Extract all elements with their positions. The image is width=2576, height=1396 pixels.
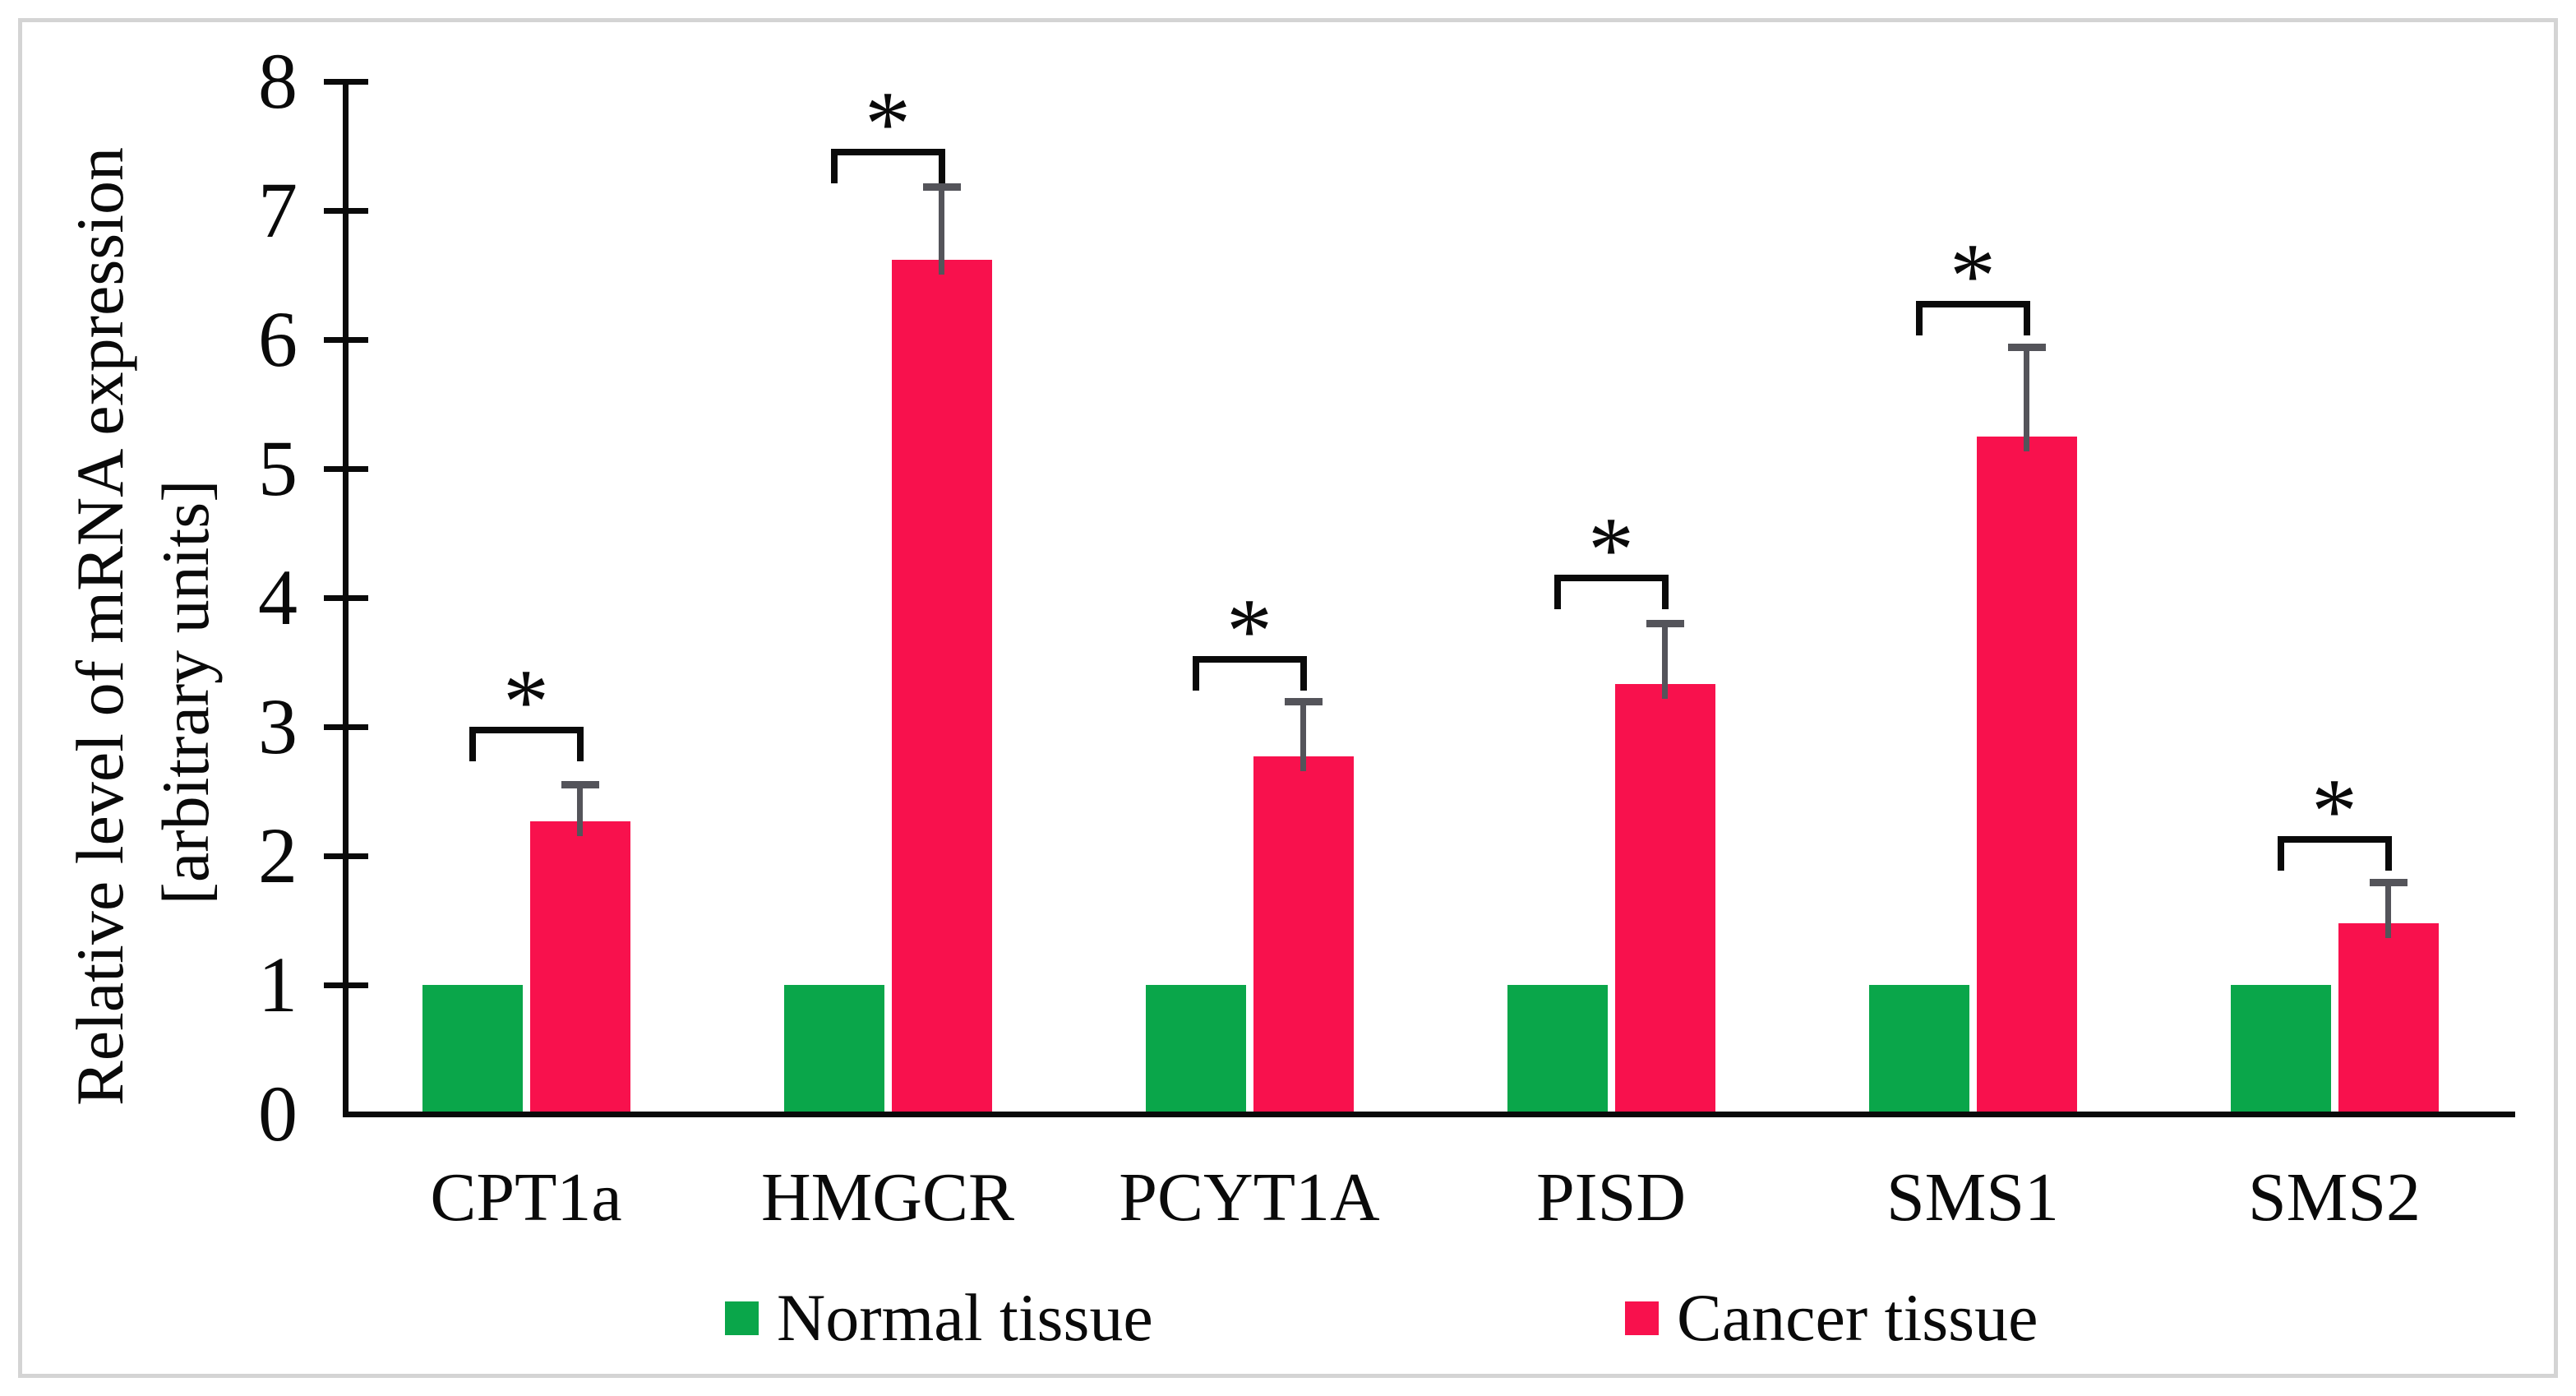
significance-asterisk-CPT1a: * xyxy=(503,651,549,753)
legend-item-normal: Normal tissue xyxy=(725,1283,1153,1353)
y-tick xyxy=(324,595,368,601)
y-tick xyxy=(324,853,368,859)
bar-normal-HMGCR xyxy=(783,985,884,1114)
y-tick xyxy=(324,466,368,472)
y-tick xyxy=(324,208,368,214)
y-tick-label: 5 xyxy=(258,424,298,512)
error-bar-cap-HMGCR xyxy=(922,183,961,192)
x-axis-line xyxy=(343,1112,2515,1117)
legend-label-cancer: Cancer tissue xyxy=(1677,1280,2038,1355)
error-bar-whisker-SMS1 xyxy=(2024,346,2029,451)
y-tick-label: 0 xyxy=(258,1070,298,1158)
error-bar-cap-PISD xyxy=(1646,619,1684,627)
bar-normal-PCYT1A xyxy=(1145,985,1246,1114)
significance-bracket-SMS2 xyxy=(2277,836,2392,871)
bar-cancer-PISD xyxy=(1614,684,1715,1114)
x-axis-label-SMS2: SMS2 xyxy=(2247,1159,2421,1236)
significance-asterisk-PISD: * xyxy=(1588,498,1634,601)
error-bar-whisker-PCYT1A xyxy=(1300,701,1306,772)
y-tick-label: 8 xyxy=(258,37,298,125)
significance-asterisk-SMS2: * xyxy=(2311,760,2357,863)
error-bar-whisker-CPT1a xyxy=(577,784,583,836)
error-bar-whisker-SMS2 xyxy=(2385,882,2391,938)
significance-bracket-SMS1 xyxy=(1915,300,2030,335)
significance-bracket-HMGCR xyxy=(830,148,945,183)
significance-bracket-PCYT1A xyxy=(1192,655,1307,691)
x-axis-label-PISD: PISD xyxy=(1535,1159,1687,1236)
legend-item-cancer: Cancer tissue xyxy=(1625,1283,2038,1353)
significance-bracket-PISD xyxy=(1553,574,1669,609)
error-bar-whisker-PISD xyxy=(1662,622,1668,700)
legend-swatch-normal xyxy=(725,1301,759,1335)
significance-bracket-CPT1a xyxy=(469,727,584,761)
figure-border xyxy=(18,18,2558,1378)
x-axis-label-CPT1a: CPT1a xyxy=(430,1159,622,1236)
bar-cancer-PCYT1A xyxy=(1253,756,1354,1114)
y-tick-label: 4 xyxy=(258,553,298,641)
x-axis-label-PCYT1A: PCYT1A xyxy=(1119,1159,1380,1236)
significance-asterisk-HMGCR: * xyxy=(865,72,911,175)
y-tick-label: 7 xyxy=(258,166,298,254)
y-tick xyxy=(324,982,368,988)
bar-cancer-HMGCR xyxy=(891,259,992,1114)
legend: Normal tissue Cancer tissue xyxy=(0,1283,2576,1353)
error-bar-cap-CPT1a xyxy=(561,780,599,788)
bar-cancer-SMS1 xyxy=(1976,436,2077,1114)
y-tick xyxy=(324,79,368,85)
y-tick-label: 1 xyxy=(258,941,298,1029)
error-bar-cap-PCYT1A xyxy=(1284,698,1323,706)
y-tick xyxy=(324,724,368,730)
significance-asterisk-PCYT1A: * xyxy=(1226,580,1272,682)
y-tick-label: 3 xyxy=(258,682,298,770)
error-bar-cap-SMS2 xyxy=(2369,879,2407,887)
x-axis-label-SMS1: SMS1 xyxy=(1886,1159,2060,1236)
legend-label-normal: Normal tissue xyxy=(777,1280,1153,1355)
bar-cancer-SMS2 xyxy=(2338,922,2439,1114)
y-tick xyxy=(324,337,368,343)
bar-cancer-CPT1a xyxy=(529,820,630,1114)
legend-swatch-cancer xyxy=(1625,1301,1659,1335)
error-bar-whisker-HMGCR xyxy=(939,187,944,275)
bar-normal-PISD xyxy=(1507,985,1608,1114)
y-tick-label: 2 xyxy=(258,811,298,899)
error-bar-cap-SMS1 xyxy=(2007,343,2046,351)
bar-normal-SMS2 xyxy=(2230,985,2331,1114)
y-tick-label: 6 xyxy=(258,295,298,383)
significance-asterisk-SMS1: * xyxy=(1950,224,1996,327)
bar-normal-SMS1 xyxy=(1868,985,1969,1114)
x-axis-label-HMGCR: HMGCR xyxy=(760,1159,1015,1236)
bar-normal-CPT1a xyxy=(422,985,523,1114)
